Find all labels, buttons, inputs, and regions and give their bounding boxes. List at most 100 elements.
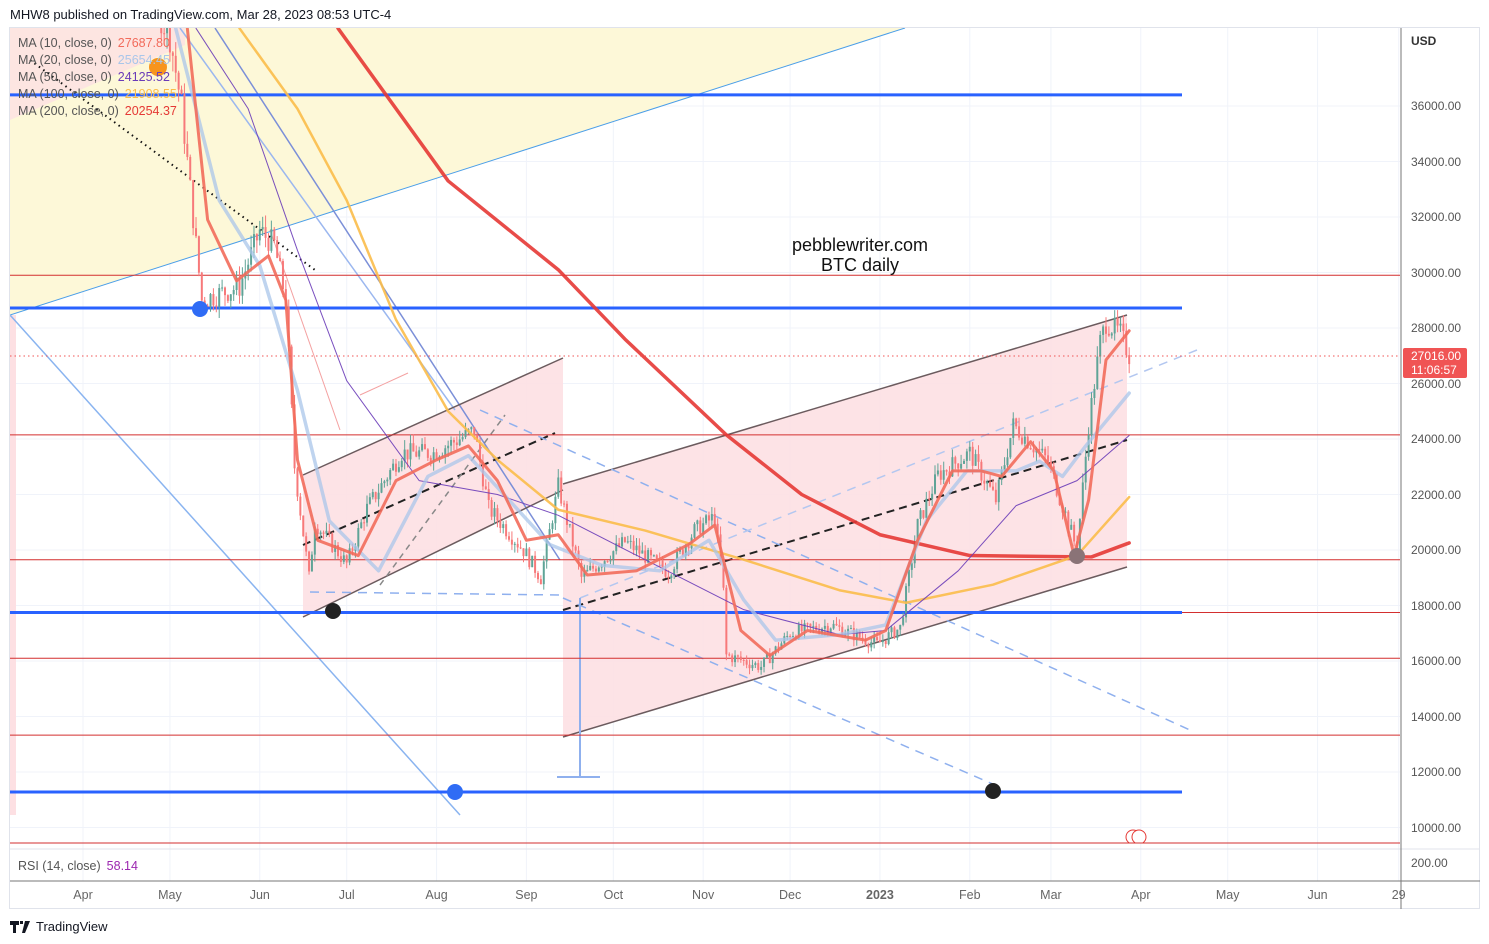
candle (1070, 524, 1073, 530)
y-tick-label: 20000.00 (1411, 543, 1462, 557)
candle (823, 625, 826, 629)
tradingview-logo[interactable]: TradingView (10, 919, 108, 934)
ma-line (336, 28, 1131, 559)
candle (551, 523, 554, 530)
ma-legend-item[interactable]: MA (10, close, 0) 27687.80 (18, 36, 170, 50)
candle (261, 227, 264, 230)
candle (1047, 455, 1050, 462)
candle (650, 550, 653, 556)
candle (1038, 448, 1041, 451)
candle (235, 277, 238, 290)
candle (826, 625, 829, 633)
candle (499, 520, 502, 529)
dotted-line (29, 59, 316, 271)
x-tick-label: Jul (338, 888, 355, 902)
candle (481, 461, 484, 487)
candle (768, 653, 771, 664)
candle (502, 524, 505, 529)
candle (264, 227, 267, 238)
candle (621, 537, 624, 547)
candle (392, 463, 395, 471)
ma-legend-item[interactable]: MA (20, close, 0) 25654.45 (18, 53, 170, 67)
candle (360, 522, 363, 528)
candle (838, 625, 841, 627)
candle (936, 470, 939, 475)
candle (673, 569, 676, 576)
candle (186, 143, 189, 157)
x-tick-label: Sep (515, 888, 538, 902)
channel-2-lower (562, 566, 1128, 738)
candle (563, 503, 566, 505)
candle (1096, 356, 1099, 389)
candle (763, 657, 766, 667)
candle (206, 305, 209, 307)
marker-dot (192, 301, 208, 317)
candle (281, 261, 284, 290)
candle (189, 156, 192, 181)
candle (583, 571, 586, 577)
candle (238, 277, 241, 296)
candle (241, 278, 244, 296)
candle (647, 550, 650, 563)
candle (887, 632, 890, 645)
x-tick-label: 2023 (866, 888, 894, 902)
candle (693, 524, 696, 538)
candle (864, 639, 867, 645)
candle (962, 460, 965, 464)
candle (568, 524, 571, 526)
candle (505, 524, 508, 537)
candle (890, 627, 893, 633)
candle (971, 446, 974, 466)
candle (765, 653, 768, 658)
candle (997, 480, 1000, 503)
candle (536, 572, 539, 580)
x-tick-label: Jun (249, 888, 270, 902)
candle (876, 637, 879, 641)
y-tick-label: 36000.00 (1411, 99, 1462, 113)
candle (195, 228, 198, 237)
candle (641, 550, 644, 554)
candle (928, 498, 931, 500)
candle (919, 510, 922, 519)
candle (855, 631, 858, 641)
dashed-line (562, 597, 996, 786)
candle (455, 442, 458, 446)
candle (1029, 447, 1032, 450)
candle (539, 579, 542, 585)
candle (464, 429, 467, 438)
watermark-line2: BTC daily (820, 255, 900, 275)
candle (809, 623, 812, 627)
candle (594, 568, 597, 572)
candle (560, 477, 563, 504)
candle (166, 28, 169, 34)
y-tick-label: 16000.00 (1411, 654, 1462, 668)
candle (1009, 437, 1012, 458)
candle (328, 530, 331, 534)
y-tick-label: 14000.00 (1411, 709, 1462, 724)
candle (496, 508, 499, 521)
candle (212, 294, 215, 306)
candle (363, 522, 366, 524)
ma-legend-item[interactable]: MA (50, close, 0) 24125.52 (18, 70, 170, 84)
candle (296, 468, 299, 497)
candle (734, 655, 737, 663)
y-tick-label: 10000.00 (1411, 820, 1462, 835)
rsi-tick: 200.00 (1411, 856, 1448, 870)
candle (1026, 436, 1029, 448)
candle (681, 549, 684, 556)
candle (192, 180, 195, 229)
tradingview-icon (10, 920, 30, 933)
candle (1128, 355, 1131, 365)
candle (609, 560, 612, 562)
ma-legend-item[interactable]: MA (200, close, 0) 20254.37 (18, 104, 177, 118)
candle (951, 457, 954, 477)
candle (786, 635, 789, 637)
candle (531, 555, 534, 568)
candle (299, 496, 302, 516)
ma-legend-item[interactable]: MA (100, close, 0) 21908.55 (18, 87, 177, 101)
candle (716, 523, 719, 535)
candle (484, 486, 487, 490)
candle (447, 445, 450, 449)
candle (493, 508, 496, 517)
